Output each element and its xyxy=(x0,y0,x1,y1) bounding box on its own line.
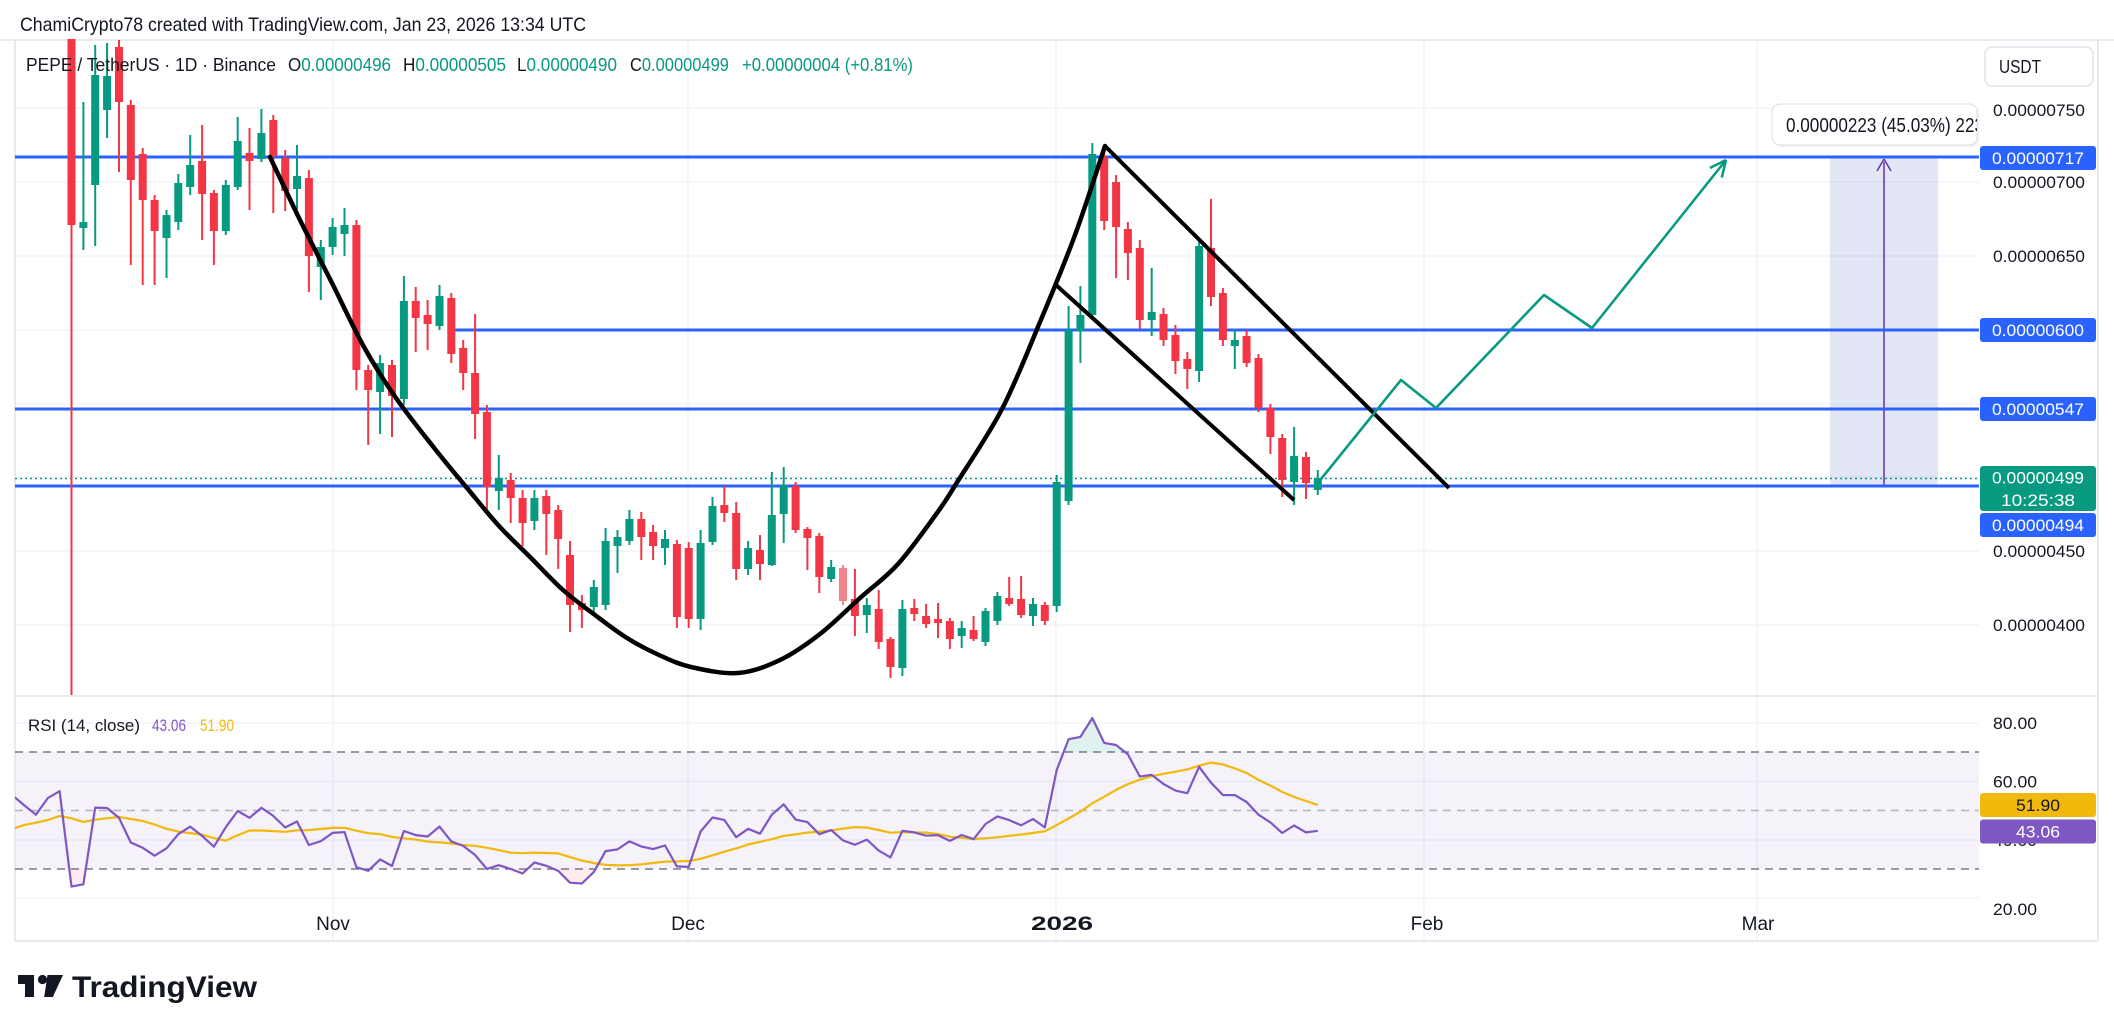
svg-text:0.00000600: 0.00000600 xyxy=(1992,321,2084,340)
svg-text:0.00000700: 0.00000700 xyxy=(1993,173,2085,192)
svg-text:0.00000400: 0.00000400 xyxy=(1993,616,2085,635)
svg-text:0.00000223 (45.03%) 223: 0.00000223 (45.03%) 223 xyxy=(1786,115,1984,137)
svg-text:0.00000750: 0.00000750 xyxy=(1993,101,2085,120)
svg-text:0.00000494: 0.00000494 xyxy=(1992,516,2084,535)
svg-text:51.90: 51.90 xyxy=(200,716,234,735)
svg-text:51.90: 51.90 xyxy=(2016,796,2060,815)
svg-text:0.00000650: 0.00000650 xyxy=(1993,247,2085,266)
svg-text:0.00000450: 0.00000450 xyxy=(1993,542,2085,561)
svg-text:Feb: Feb xyxy=(1411,914,1444,935)
svg-text:H0.00000505: H0.00000505 xyxy=(403,55,506,75)
svg-text:0.00000717: 0.00000717 xyxy=(1992,149,2084,168)
svg-text:60.00: 60.00 xyxy=(1993,773,2037,792)
svg-text:Mar: Mar xyxy=(1742,914,1775,935)
svg-text:ChamiCrypto78 created with Tra: ChamiCrypto78 created with TradingView.c… xyxy=(20,14,586,36)
svg-text:RSI (14, close): RSI (14, close) xyxy=(28,716,140,735)
svg-text:USDT: USDT xyxy=(1999,57,2041,77)
svg-text:0.00000499: 0.00000499 xyxy=(1992,468,2084,487)
svg-text:0.00000547: 0.00000547 xyxy=(1992,400,2084,419)
svg-text:Nov: Nov xyxy=(316,914,350,935)
svg-text:10:25:38: 10:25:38 xyxy=(2001,491,2075,510)
svg-text:43.06: 43.06 xyxy=(152,716,186,735)
svg-text:C0.00000499: C0.00000499 xyxy=(630,55,729,75)
svg-text:20.00: 20.00 xyxy=(1993,900,2037,919)
svg-text:TradingView: TradingView xyxy=(72,971,258,1004)
svg-text:43.06: 43.06 xyxy=(2016,823,2060,842)
svg-text:2026: 2026 xyxy=(1031,914,1093,935)
svg-text:+0.00000004 (+0.81%): +0.00000004 (+0.81%) xyxy=(742,55,913,75)
svg-text:Dec: Dec xyxy=(671,914,705,935)
svg-text:L0.00000490: L0.00000490 xyxy=(517,55,617,75)
svg-text:80.00: 80.00 xyxy=(1993,714,2037,733)
svg-text:O0.00000496: O0.00000496 xyxy=(288,55,391,75)
svg-text:PEPE / TetherUS · 1D · Binance: PEPE / TetherUS · 1D · Binance xyxy=(26,55,276,75)
